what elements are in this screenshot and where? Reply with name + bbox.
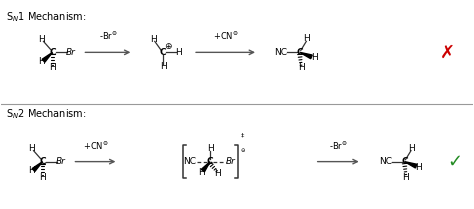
Polygon shape [201, 162, 210, 172]
Text: H: H [415, 163, 422, 172]
Polygon shape [404, 162, 417, 168]
Text: H: H [175, 48, 182, 57]
Text: H: H [214, 169, 221, 178]
Text: C: C [401, 157, 408, 166]
Text: H: H [28, 144, 35, 153]
Text: C: C [39, 157, 46, 166]
Text: C: C [297, 48, 303, 57]
Text: $^{\ddagger}$: $^{\ddagger}$ [239, 133, 245, 142]
Text: H: H [402, 173, 409, 182]
Text: ✗: ✗ [440, 43, 455, 61]
Text: -Br$^{\ominus}$: -Br$^{\ominus}$ [99, 31, 117, 42]
Text: $\oplus$: $\oplus$ [164, 41, 173, 51]
Text: H: H [38, 57, 45, 66]
Text: H: H [160, 62, 166, 71]
Text: -Br$^{\ominus}$: -Br$^{\ominus}$ [329, 140, 347, 152]
Text: H: H [28, 166, 35, 175]
Text: ✓: ✓ [447, 153, 462, 171]
Text: +CN$^{\ominus}$: +CN$^{\ominus}$ [82, 140, 108, 152]
Text: +CN$^{\ominus}$: +CN$^{\ominus}$ [213, 31, 238, 42]
Polygon shape [42, 52, 53, 62]
Text: C: C [207, 157, 213, 166]
Text: S$_{N}$1 Mechanism:: S$_{N}$1 Mechanism: [6, 11, 86, 24]
Text: H: H [207, 144, 213, 153]
Text: H: H [310, 53, 318, 62]
Text: NC: NC [182, 157, 196, 166]
Text: H: H [303, 34, 310, 43]
Text: NC: NC [379, 157, 392, 166]
Text: $^{\ominus}$: $^{\ominus}$ [239, 147, 246, 156]
Text: H: H [198, 168, 205, 177]
Polygon shape [32, 162, 43, 171]
Text: C: C [160, 48, 166, 57]
Text: H: H [298, 63, 304, 72]
Text: NC: NC [274, 48, 288, 57]
Text: Br: Br [226, 157, 236, 166]
Text: H: H [49, 63, 56, 72]
Text: Br: Br [66, 48, 76, 57]
Text: H: H [38, 35, 45, 44]
Text: Br: Br [56, 157, 66, 166]
Text: H: H [408, 144, 415, 153]
Text: S$_{N}$2 Mechanism:: S$_{N}$2 Mechanism: [6, 107, 86, 121]
Text: H: H [39, 173, 46, 182]
Text: H: H [150, 35, 157, 44]
Text: C: C [49, 48, 56, 57]
Polygon shape [300, 52, 312, 59]
